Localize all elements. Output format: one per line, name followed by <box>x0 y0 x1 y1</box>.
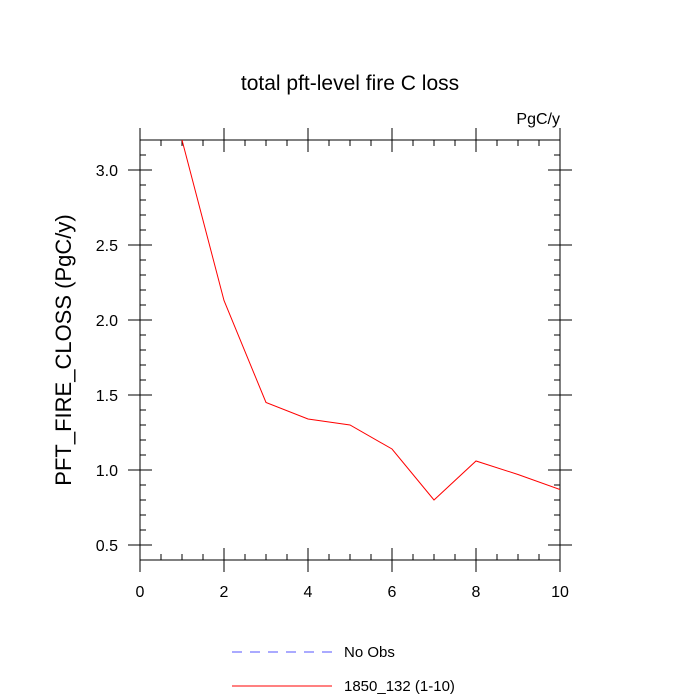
series-line-1 <box>181 140 560 501</box>
legend-label-1: 1850_132 (1-10) <box>344 678 455 695</box>
y-tick-label: 1.5 <box>96 388 118 405</box>
axis-tick-labels: 0 2 4 6 8 10 0.5 1.0 1.5 2.0 2.5 3.0 <box>96 163 569 601</box>
axis-ticks <box>128 128 572 572</box>
y-axis-label: PFT_FIRE_CLOSS (PgC/y) <box>51 214 76 485</box>
x-tick-label: 6 <box>388 584 397 601</box>
x-tick-label: 4 <box>304 584 313 601</box>
chart-title: total pft-level fire C loss <box>241 72 459 95</box>
y-tick-label: 3.0 <box>96 163 118 180</box>
series-lines <box>181 140 560 501</box>
y-tick-label: 0.5 <box>96 538 118 555</box>
y-tick-label: 2.0 <box>96 313 118 330</box>
x-tick-label: 0 <box>136 584 145 601</box>
y-tick-label: 1.0 <box>96 463 118 480</box>
x-tick-label: 10 <box>551 584 569 601</box>
units-label: PgC/y <box>516 111 560 128</box>
x-tick-label: 8 <box>472 584 481 601</box>
legend-label-0: No Obs <box>344 644 395 661</box>
y-tick-label: 2.5 <box>96 238 118 255</box>
legend: No Obs 1850_132 (1-10) <box>232 644 455 695</box>
x-tick-label: 2 <box>220 584 229 601</box>
plot-frame <box>139 139 561 561</box>
